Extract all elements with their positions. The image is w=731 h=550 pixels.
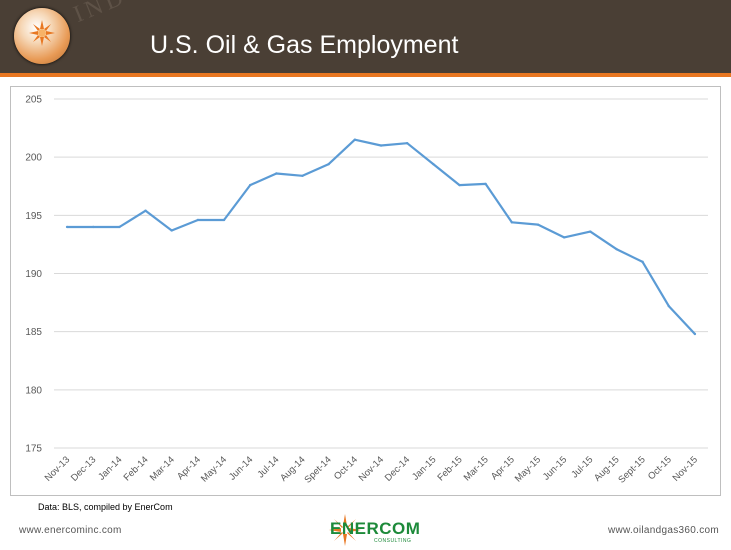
x-tick-label: Feb-14 [122,454,151,483]
source-note: Data: BLS, compiled by EnerCom [38,502,173,512]
y-tick-label: 195 [25,211,42,222]
data-point [144,209,147,212]
x-tick-label: Mar-15 [462,454,491,483]
data-point [405,142,409,145]
data-point [353,138,357,141]
header-accent-stripe [0,73,731,77]
data-point [65,225,69,229]
data-point [667,304,670,308]
x-tick-label: Apr-14 [175,454,203,482]
data-point [327,162,330,166]
x-tick-label: Oct-15 [646,454,674,482]
footer-website-right[interactable]: www.oilandgas360.com [607,525,719,536]
slide-header: INDUSTRY U.S. Oil & Gas Employment [0,0,731,73]
data-point [641,260,644,264]
chart-frame: 175 180 185 190 195 200 205 Nov-13 Dec-13 Jan-14 F… [10,86,721,496]
data-point [562,236,566,239]
x-tick-label: Mar-14 [148,454,177,483]
y-tick-label: 200 [25,153,42,164]
x-tick-label: May-15 [513,454,543,484]
x-tick-label: Jan-14 [96,454,124,482]
x-tick-label: Oct-14 [332,454,360,482]
x-tick-label: Sept-15 [616,454,647,485]
x-tick-label: May-14 [199,454,229,484]
data-point [432,162,435,166]
x-tick-label: Nov-14 [357,454,386,483]
x-tick-label: Dec-13 [69,454,98,483]
data-point [693,332,697,336]
x-tick-label: Nov-15 [671,454,700,483]
page-title: U.S. Oil & Gas Employment [150,31,459,59]
data-point [589,230,592,233]
x-tick-label: Jun-14 [227,454,255,482]
y-tick-label: 205 [25,95,42,106]
y-tick-label: 180 [25,385,42,396]
series-line [67,138,696,335]
header-watermark: INDUSTRY [70,0,221,29]
footer-website-left[interactable]: www.enercominc.com [19,525,122,536]
data-point [458,183,461,187]
x-tick-label: Dec-14 [383,454,412,483]
data-point [92,225,95,229]
brand-subtitle: CONSULTING [374,538,412,544]
brand-name: ENERCOM [330,519,421,538]
data-point [615,247,618,251]
data-point [510,221,513,224]
data-point [484,182,487,186]
y-tick-label: 185 [25,327,42,338]
sun-icon [29,20,55,46]
data-point [536,223,540,226]
data-point [170,229,173,232]
enercom-consulting-logo: ENERCOM CONSULTING [314,513,424,547]
x-tick-label: Spet-14 [302,454,333,485]
data-point [275,172,278,175]
x-tick-label: Apr-15 [489,454,517,482]
data-point [301,174,304,177]
x-tick-label: Nov-13 [43,454,72,483]
x-tick-label: Feb-15 [436,454,465,483]
data-point [196,218,200,222]
data-point [249,183,252,187]
employment-line-chart: 175180185190195200205Nov-13Dec-13Jan-14F… [25,95,708,486]
x-tick-label: Jan-15 [410,454,438,482]
data-point [118,225,121,229]
y-tick-label: 175 [25,444,42,455]
starburst-icon [329,514,361,546]
data-point [222,218,226,222]
data-point [379,144,383,147]
x-tick-label: Jun-15 [541,454,569,482]
y-tick-label: 190 [25,269,42,280]
